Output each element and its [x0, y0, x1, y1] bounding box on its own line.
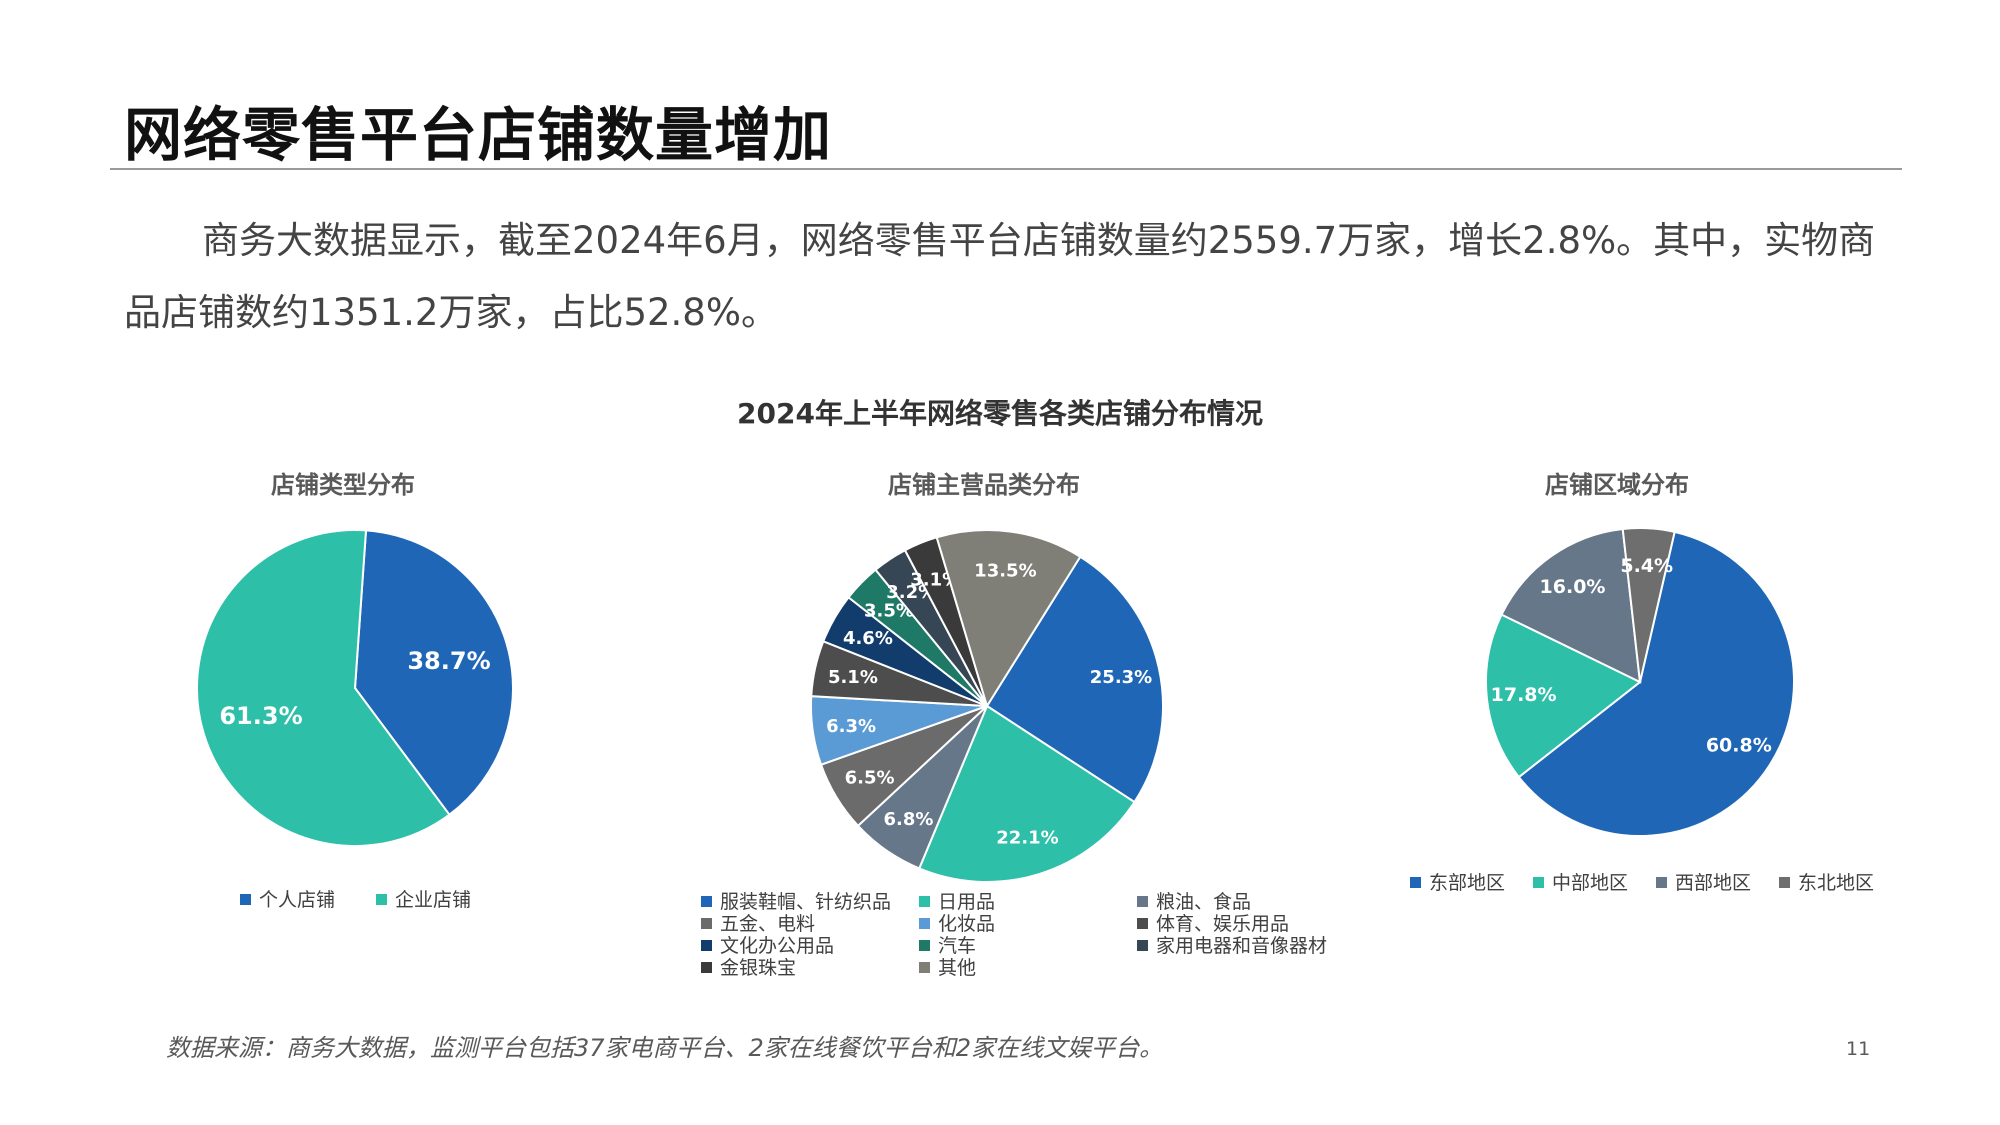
slice-data-label: 61.3%	[219, 702, 302, 730]
slice-data-label: 22.1%	[996, 828, 1058, 849]
pie-slice	[1517, 530, 1796, 837]
slice-data-label: 6.5%	[845, 768, 895, 789]
page-number: 11	[1846, 1038, 1871, 1060]
region-pie-chart: 店铺区域分布 60.8% 17.8% 16.0% 5.4% 东部地区 中部地区 西部地区 东北地…	[1410, 471, 1874, 894]
legend-label: 五金、电料	[720, 913, 815, 935]
slice-data-label: 5.4%	[1620, 555, 1673, 577]
legend-swatch	[1779, 877, 1790, 888]
figure-title: 2024年上半年网络零售各类店铺分布情况	[737, 397, 1263, 430]
slice-data-label: 6.8%	[884, 809, 934, 830]
pie-slice	[353, 529, 514, 817]
slice-data-label: 16.0%	[1540, 576, 1606, 598]
chart-title: 店铺主营品类分布	[888, 471, 1080, 499]
slice-data-label: 25.3%	[1090, 667, 1152, 688]
legend-swatch	[1137, 918, 1148, 929]
legend-swatch	[376, 894, 387, 905]
chart-title: 店铺区域分布	[1545, 471, 1689, 499]
pie-slice	[1621, 527, 1676, 683]
legend-swatch	[1137, 896, 1148, 907]
legend-label: 个人店铺	[259, 889, 335, 911]
legend-swatch	[701, 896, 712, 907]
slice-data-label: 4.6%	[843, 628, 893, 649]
legend-label: 东北地区	[1798, 872, 1874, 894]
legend-swatch	[701, 918, 712, 929]
legend-label: 企业店铺	[395, 889, 471, 911]
pie-slice	[196, 528, 451, 847]
legend-label: 文化办公用品	[720, 935, 834, 957]
legend-label: 体育、娱乐用品	[1156, 913, 1289, 935]
legend-swatch	[919, 896, 930, 907]
legend-swatch	[701, 940, 712, 951]
intro-paragraph: 商务大数据显示，截至2024年6月，网络零售平台店铺数量约2559.7万家，增长…	[124, 205, 1904, 349]
category-pie-chart: 店铺主营品类分布 25.3% 22.1% 6.8% 6.5% 6.3% 5.1% 4.6% 3.…	[701, 471, 1327, 979]
legend-label: 日用品	[938, 891, 995, 913]
slice-data-label: 60.8%	[1706, 735, 1772, 757]
legend-label: 服装鞋帽、针纺织品	[720, 891, 891, 913]
legend-swatch	[919, 918, 930, 929]
legend-swatch	[919, 940, 930, 951]
legend-label: 金银珠宝	[720, 957, 796, 979]
slice-data-label: 3.5%	[864, 600, 914, 621]
pie-slice	[935, 529, 1082, 709]
chart-title: 店铺类型分布	[271, 471, 415, 499]
page-title: 网络零售平台店铺数量增加	[124, 101, 833, 169]
slice-data-label: 5.1%	[828, 667, 878, 688]
slice-data-label: 6.3%	[826, 716, 876, 737]
legend-swatch	[919, 962, 930, 973]
legend-label: 家用电器和音像器材	[1156, 935, 1327, 957]
slice-data-label: 38.7%	[407, 647, 490, 675]
legend-label: 汽车	[938, 935, 976, 957]
legend-label: 西部地区	[1675, 872, 1751, 894]
pie-slice	[985, 555, 1164, 804]
legend-label: 化妆品	[938, 913, 995, 935]
slice-data-label: 13.5%	[974, 560, 1036, 581]
store-type-pie-chart: 店铺类型分布 38.7% 61.3% 个人店铺 企业店铺	[196, 471, 514, 911]
legend-swatch	[1533, 877, 1544, 888]
legend-swatch	[701, 962, 712, 973]
legend-label: 其他	[938, 957, 976, 979]
pie-slice	[1485, 613, 1642, 779]
title-divider	[110, 168, 1902, 170]
legend-swatch	[1410, 877, 1421, 888]
legend-swatch	[1137, 940, 1148, 951]
pie-slice	[917, 704, 1136, 883]
legend-swatch	[240, 894, 251, 905]
intro-text: 商务大数据显示，截至2024年6月，网络零售平台店铺数量约2559.7万家，增长…	[124, 219, 1876, 334]
legend-swatch	[1656, 877, 1667, 888]
legend-label: 东部地区	[1429, 872, 1505, 894]
pie-slice	[1500, 527, 1642, 684]
slice-data-label: 17.8%	[1491, 684, 1557, 706]
legend-label: 中部地区	[1552, 872, 1628, 894]
legend-label: 粮油、食品	[1156, 891, 1251, 913]
source-footnote: 数据来源：商务大数据，监测平台包括37家电商平台、2家在线餐饮平台和2家在线文娱…	[166, 1034, 1164, 1062]
